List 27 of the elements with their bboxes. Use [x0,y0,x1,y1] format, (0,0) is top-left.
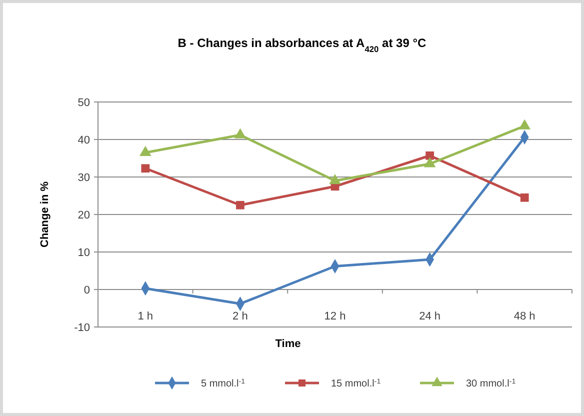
y-tick-label: -10 [74,322,90,334]
y-tick-label: 40 [78,134,90,146]
y-tick-label: 50 [78,96,90,109]
point [141,164,150,173]
point [234,128,246,138]
y-axis-title: Change in % [39,181,51,248]
chart-title: B - Changes in absorbances at A$_{420}$ at 39 °C [178,36,427,54]
y-tick-label: 10 [78,246,90,259]
x-axis-title: Time [275,338,301,350]
x-tick-label: 24 h [419,310,441,322]
x-tick-label: 2 h [232,310,248,322]
point [140,146,152,156]
point [518,119,530,130]
y-tick-label: 0 [84,284,90,296]
x-tick-label: 48 h [514,310,536,322]
point [426,151,434,160]
point [329,174,341,184]
point [236,200,244,210]
point [424,157,436,168]
legend-label: 5 mmol.l$^{-1}$ [201,378,246,390]
x-tick-label: 1 h [138,310,154,322]
legend-label: 15 mmol.l$^{-1}$ [331,378,381,390]
y-tick-label: 20 [78,209,90,222]
x-tick-label: 12 h [324,310,346,322]
point [520,193,529,202]
y-tick-label: 30 [78,172,90,184]
legend-label: 30 mmol.l$^{-1}$ [466,378,516,390]
